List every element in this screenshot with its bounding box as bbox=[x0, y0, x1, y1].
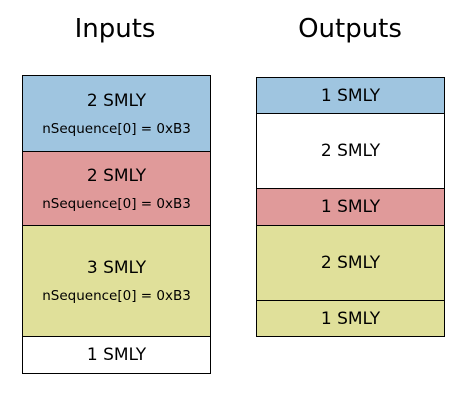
input-block-1: 2 SMLY nSequence[0] = 0xB3 bbox=[22, 75, 211, 152]
output-amount: 1 SMLY bbox=[320, 85, 381, 106]
input-block-4: 1 SMLY bbox=[22, 336, 211, 374]
inputs-heading: Inputs bbox=[74, 14, 156, 44]
inputs-column: 2 SMLY nSequence[0] = 0xB3 2 SMLY nSeque… bbox=[22, 75, 211, 375]
input-amount: 1 SMLY bbox=[86, 345, 147, 365]
outputs-column: 1 SMLY 2 SMLY 1 SMLY 2 SMLY 1 SMLY bbox=[256, 77, 445, 337]
outputs-heading: Outputs bbox=[298, 14, 402, 44]
output-amount: 1 SMLY bbox=[320, 308, 381, 329]
input-amount: 2 SMLY bbox=[86, 165, 147, 186]
input-sequence: nSequence[0] = 0xB3 bbox=[42, 288, 191, 304]
output-block-3: 1 SMLY bbox=[256, 188, 445, 226]
output-amount: 2 SMLY bbox=[320, 141, 381, 161]
output-block-1: 1 SMLY bbox=[256, 77, 445, 114]
input-sequence: nSequence[0] = 0xB3 bbox=[42, 195, 191, 212]
input-block-3: 3 SMLY nSequence[0] = 0xB3 bbox=[22, 225, 211, 337]
input-sequence: nSequence[0] = 0xB3 bbox=[42, 120, 191, 137]
output-block-2: 2 SMLY bbox=[256, 113, 445, 189]
input-amount: 3 SMLY bbox=[86, 258, 147, 278]
output-amount: 2 SMLY bbox=[320, 253, 381, 273]
output-amount: 1 SMLY bbox=[320, 197, 381, 217]
output-block-4: 2 SMLY bbox=[256, 225, 445, 301]
input-amount: 2 SMLY bbox=[86, 90, 147, 111]
output-block-5: 1 SMLY bbox=[256, 300, 445, 337]
input-block-2: 2 SMLY nSequence[0] = 0xB3 bbox=[22, 151, 211, 226]
